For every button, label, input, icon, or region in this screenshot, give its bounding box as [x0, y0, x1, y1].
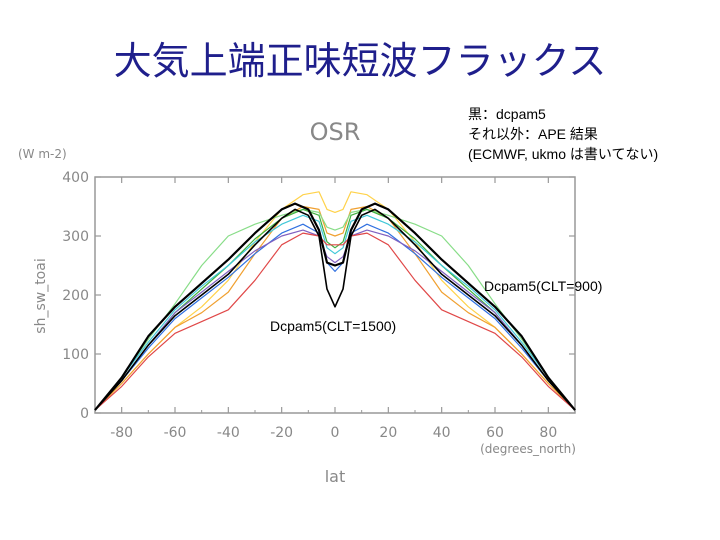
series-line-4	[94, 208, 576, 411]
x-tick-label-0: -80	[110, 425, 133, 441]
x-tick-label-5: 20	[379, 425, 397, 441]
series-line-7	[94, 223, 576, 411]
y-tick-label-0: 0	[80, 406, 89, 422]
series-line-2	[94, 191, 576, 411]
chart-title: OSR	[310, 118, 361, 146]
legend-note: 黒：dcpam5 それ以外：APE 結果 (ECMWF, ukmo は書いてない…	[468, 104, 658, 164]
series-line-3	[94, 205, 576, 411]
x-tick-label-6: 40	[433, 425, 451, 441]
slide-title: 大気上端正味短波フラックス	[113, 39, 607, 83]
y-tick-label-3: 300	[62, 229, 89, 245]
x-tick-label-3: -20	[270, 425, 293, 441]
legend-note-line-1: 黒：dcpam5	[468, 106, 546, 122]
series-line-6	[94, 214, 576, 411]
y-units-label: (W m-2)	[18, 147, 67, 161]
osr-chart: OSR (W m-2) sh_sw_toai lat (degrees_nort…	[18, 118, 576, 486]
legend-note-line-3: (ECMWF, ukmo は書いてない)	[468, 146, 659, 162]
series-line-9	[94, 232, 576, 411]
x-tick-label-8: 80	[539, 425, 557, 441]
legend-note-line-2: それ以外：APE 結果	[468, 126, 598, 142]
y-tick-label-2: 200	[62, 288, 89, 304]
series-line-8	[94, 229, 576, 411]
x-tick-label-2: -40	[217, 425, 240, 441]
y-tick-label-4: 400	[62, 170, 89, 186]
y-axis-label: sh_sw_toai	[33, 258, 49, 333]
x-axis-label: lat	[325, 467, 346, 486]
series-line-0	[94, 202, 576, 411]
callout-clt1500: Dcpam5(CLT=1500)	[270, 318, 397, 334]
x-tick-label-4: 0	[331, 425, 340, 441]
y-tick-label-1: 100	[62, 347, 89, 363]
x-units-label: (degrees_north)	[480, 442, 576, 456]
callout-clt900: Dcpam5(CLT=900)	[484, 278, 603, 294]
x-tick-label-7: 60	[486, 425, 504, 441]
plot-area: -80 -60 -40 -20 0 20 40 60 80 0 100 200 300 400	[62, 170, 576, 441]
series-line-5	[94, 208, 576, 411]
x-tick-label-1: -60	[164, 425, 187, 441]
series-line-1	[94, 208, 576, 411]
